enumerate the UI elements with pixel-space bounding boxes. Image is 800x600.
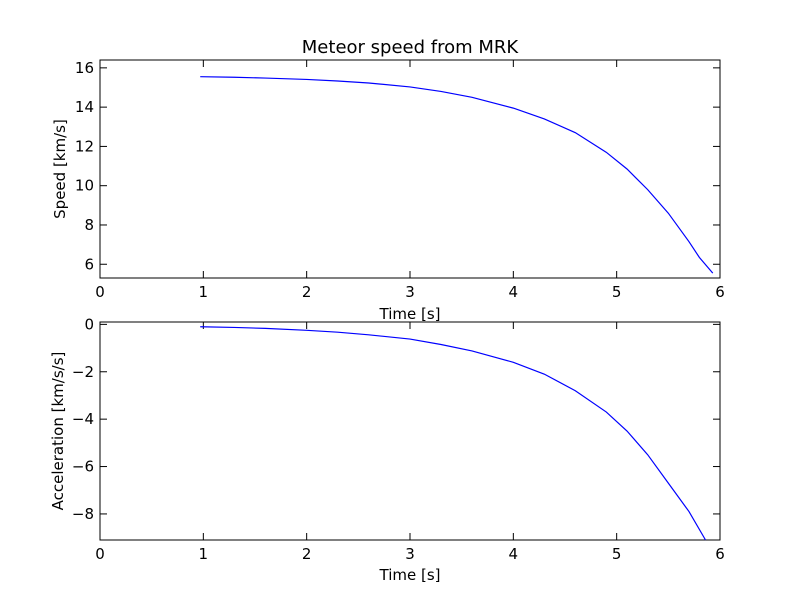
speed-y-tick-label: 6 [84, 255, 94, 273]
speed-axes-frame [99, 59, 721, 279]
speed-y-tick-label: 10 [75, 177, 94, 195]
speed-x-tick-label: 1 [199, 283, 209, 301]
speed-y-tick-label: 8 [84, 216, 94, 234]
speed-x-tick-labels: 0 1 2 3 4 5 6 [95, 283, 725, 301]
acceleration-y-tick-label: −6 [72, 458, 94, 476]
speed-chart-title: Meteor speed from MRK [302, 37, 520, 58]
acceleration-x-tick-label: 6 [715, 545, 725, 563]
acceleration-x-tick-label: 3 [405, 545, 415, 563]
speed-y-axis-label: Speed [km/s] [51, 119, 69, 219]
acceleration-x-tick-label: 2 [302, 545, 312, 563]
acceleration-y-tick-label: −4 [72, 410, 94, 428]
acceleration-y-tick-label: −2 [72, 363, 94, 381]
speed-x-tick-label: 3 [405, 283, 415, 301]
acceleration-x-tick-labels: 0 1 2 3 4 5 6 [95, 545, 725, 563]
speed-x-tick-label: 6 [715, 283, 725, 301]
acceleration-x-tick-label: 4 [509, 545, 519, 563]
speed-y-tick-labels: 6 8 10 12 14 16 [75, 59, 94, 273]
speed-x-tick-label: 4 [509, 283, 519, 301]
acceleration-axes-frame [99, 321, 721, 541]
speed-x-tick-label: 0 [95, 283, 105, 301]
acceleration-plot-area [99, 321, 721, 541]
acceleration-chart: 0 1 2 3 4 5 6 0 −2 −4 −6 −8 Time [s] Acceleration … [49, 315, 725, 584]
acceleration-x-tick-label: 0 [95, 545, 105, 563]
speed-x-tick-label: 5 [612, 283, 622, 301]
speed-x-axis-label: Time [s] [379, 305, 441, 323]
speed-y-tick-label: 16 [75, 59, 94, 77]
speed-plot-area [99, 59, 721, 279]
acceleration-y-tick-label: −8 [72, 505, 94, 523]
acceleration-x-axis-label: Time [s] [379, 566, 441, 584]
acceleration-series-line [200, 326, 707, 541]
acceleration-ticks [99, 322, 721, 540]
speed-x-tick-label: 2 [302, 283, 312, 301]
speed-series-line [200, 76, 714, 274]
acceleration-x-tick-label: 1 [199, 545, 209, 563]
acceleration-y-tick-label: 0 [84, 315, 94, 333]
acceleration-x-tick-label: 5 [612, 545, 622, 563]
acceleration-y-tick-labels: 0 −2 −4 −6 −8 [72, 315, 94, 523]
speed-y-tick-label: 12 [75, 137, 94, 155]
acceleration-y-axis-label: Acceleration [km/s/s] [49, 352, 67, 511]
speed-y-tick-label: 14 [75, 98, 94, 116]
speed-ticks [99, 60, 721, 278]
